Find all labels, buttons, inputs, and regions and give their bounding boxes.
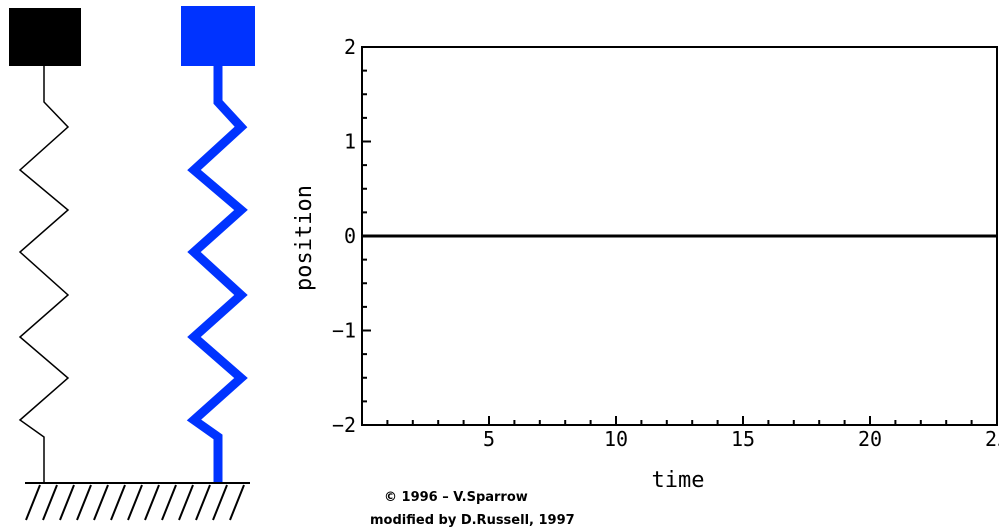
- right-spring: [194, 66, 241, 482]
- x-tick-label: 20: [858, 427, 882, 451]
- ground-hatch: [230, 485, 244, 520]
- x-tick-labels: 5 10 15 20 25: [483, 427, 999, 451]
- modified-by-line: modified by D.Russell, 1997: [370, 513, 575, 528]
- y-tick-label: 1: [344, 130, 356, 154]
- left-mass: [9, 8, 81, 66]
- ground-hatch: [60, 485, 74, 520]
- ground-hatch: [77, 485, 91, 520]
- left-spring: [20, 66, 68, 482]
- right-mass: [181, 6, 255, 66]
- x-tick-label: 25: [985, 427, 999, 451]
- ground-hatch: [162, 485, 176, 520]
- ground-hatch: [128, 485, 142, 520]
- ground-hatch: [43, 485, 57, 520]
- y-tick-labels: 2 1 0 −1 −2: [332, 35, 356, 437]
- ground-hatch: [179, 485, 193, 520]
- right-oscillator: [181, 6, 255, 482]
- copyright-line: © 1996 – V.Sparrow: [384, 490, 528, 505]
- ground-hatch: [26, 485, 40, 520]
- y-axis-label: position: [292, 185, 317, 291]
- ground-hatch: [111, 485, 125, 520]
- ground: [25, 483, 250, 520]
- ground-hatch: [145, 485, 159, 520]
- x-tick-label: 15: [731, 427, 755, 451]
- x-axis-label: time: [652, 468, 705, 493]
- ground-hatch: [213, 485, 227, 520]
- x-tick-label: 5: [483, 427, 495, 451]
- y-tick-label: −1: [332, 319, 356, 343]
- y-tick-label: 0: [344, 224, 356, 248]
- ground-hatch: [94, 485, 108, 520]
- x-tick-label: 10: [604, 427, 628, 451]
- y-tick-label: −2: [332, 413, 356, 437]
- left-oscillator: [9, 8, 81, 482]
- y-tick-label: 2: [344, 35, 356, 59]
- position-time-chart: 510152025 210−1−2 time position: [292, 35, 999, 493]
- ground-hatch: [196, 485, 210, 520]
